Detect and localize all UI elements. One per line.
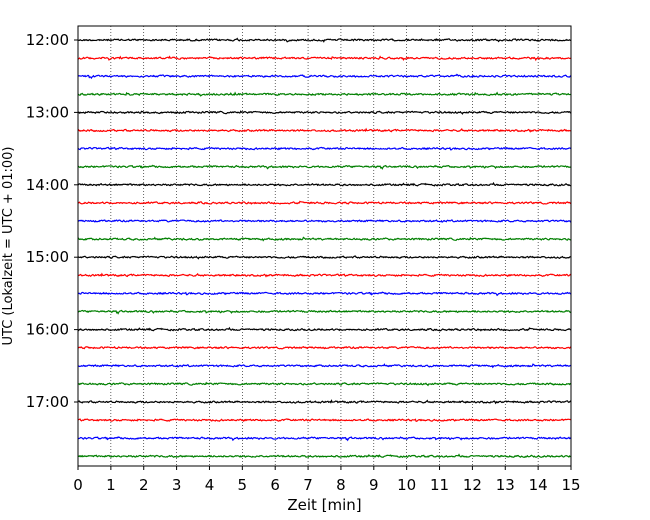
x-tick-label: 5	[238, 476, 248, 494]
trace-line	[77, 127, 572, 133]
x-tick-label: 10	[397, 476, 416, 494]
y-tick-label: 15:00	[26, 248, 69, 266]
trace-line	[77, 55, 572, 62]
x-axis: 0 1 2 3 4 5 6 7 8 9 10 11 12 13 14 15	[73, 466, 581, 494]
trace-line	[77, 381, 572, 387]
trace-line	[77, 110, 572, 115]
trace-line	[77, 453, 572, 459]
x-tick-label: 0	[73, 476, 83, 494]
x-tick-label: 3	[172, 476, 182, 494]
x-tick-label: 6	[270, 476, 280, 494]
trace-line	[77, 436, 572, 442]
trace-line	[77, 363, 572, 369]
trace-line	[77, 272, 572, 278]
y-tick-label: 16:00	[26, 321, 69, 339]
trace-line	[77, 219, 572, 223]
plot-frame	[77, 25, 572, 467]
trace-line	[77, 236, 572, 242]
x-tick-label: 2	[139, 476, 149, 494]
trace-line	[77, 345, 572, 350]
trace-line	[77, 326, 572, 332]
x-tick-label: 8	[336, 476, 346, 494]
trace-line	[77, 309, 572, 315]
x-tick-label: 12	[463, 476, 482, 494]
x-tick-label: 15	[561, 476, 580, 494]
trace-line	[77, 399, 572, 405]
x-axis-label: Zeit [min]	[287, 496, 361, 514]
x-tick-label: 1	[106, 476, 116, 494]
trace-line	[77, 255, 572, 260]
x-tick-label: 9	[369, 476, 379, 494]
x-tick-label: 4	[205, 476, 215, 494]
y-tick-label: 13:00	[26, 103, 69, 121]
grid-lines	[110, 26, 539, 466]
trace-line	[77, 200, 572, 205]
trace-line	[77, 181, 572, 187]
x-tick-label: 14	[529, 476, 548, 494]
trace-line	[77, 418, 572, 422]
trace-line	[77, 146, 572, 151]
x-tick-label: 7	[303, 476, 313, 494]
y-tick-label: 12:00	[26, 31, 69, 49]
trace-line	[77, 91, 572, 97]
y-tick-label: 14:00	[26, 176, 69, 194]
x-tick-label: 13	[496, 476, 515, 494]
trace-line	[77, 37, 572, 43]
trace-line	[77, 291, 572, 297]
y-axis: 12:00 13:00 14:00 15:00 16:00 17:00	[26, 31, 78, 411]
trace-line	[77, 164, 572, 170]
traces	[77, 37, 572, 459]
x-tick-label: 11	[430, 476, 449, 494]
y-tick-label: 17:00	[26, 393, 69, 411]
y-axis-label: UTC (Lokalzeit = UTC + 01:00)	[1, 147, 16, 346]
trace-line	[77, 73, 572, 80]
